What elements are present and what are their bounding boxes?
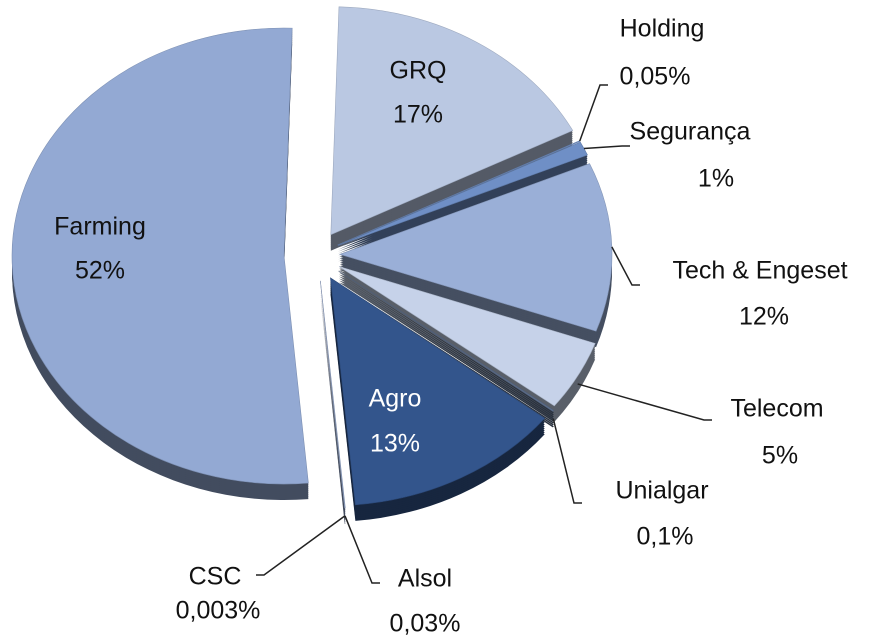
category-label: GRQ: [390, 57, 447, 85]
leader-line: [552, 418, 582, 504]
value-label: 1%: [698, 165, 734, 193]
slice: [338, 270, 555, 412]
slice-side: [320, 286, 345, 514]
category-label: Alsol: [398, 565, 452, 593]
category-label: Agro: [369, 385, 422, 413]
slice-side: [338, 280, 554, 422]
value-label: 12%: [739, 303, 789, 331]
category-label: Holding: [620, 15, 705, 43]
slice-side: [320, 288, 345, 516]
value-label: 17%: [393, 101, 443, 129]
slice: [330, 277, 546, 506]
value-label: 0,003%: [176, 597, 261, 625]
slice: [338, 266, 596, 407]
slice: [11, 27, 309, 485]
category-label: Segurança: [630, 118, 751, 146]
leader-line: [344, 515, 380, 584]
slice-side: [338, 276, 554, 418]
leader-line: [611, 246, 640, 286]
category-label: Unialgar: [615, 477, 708, 505]
slice: [337, 141, 588, 246]
leader-line: [256, 515, 346, 576]
slice: [339, 163, 613, 332]
category-label: Telecom: [730, 395, 823, 423]
value-label: 0,1%: [637, 523, 694, 551]
category-label: Farming: [54, 213, 146, 241]
slice-side: [320, 294, 345, 522]
value-label: 52%: [75, 257, 125, 285]
slice-side: [338, 272, 554, 414]
value-label: 0,03%: [390, 610, 461, 638]
category-label: Tech & Engeset: [672, 257, 847, 285]
slice-side: [320, 290, 345, 518]
value-label: 13%: [370, 430, 420, 458]
slice-side: [338, 274, 554, 416]
slice-side: [320, 292, 345, 520]
slice-side: [320, 284, 345, 512]
slice: [320, 280, 346, 509]
slice-side: [320, 296, 345, 524]
slice: [330, 6, 574, 236]
category-label: CSC: [189, 563, 242, 591]
slice-side: [338, 278, 554, 420]
value-label: 0,05%: [620, 63, 691, 91]
leader-line: [577, 383, 712, 421]
leader-line: [579, 84, 608, 142]
value-label: 5%: [762, 442, 798, 470]
leader-line: [583, 145, 630, 150]
